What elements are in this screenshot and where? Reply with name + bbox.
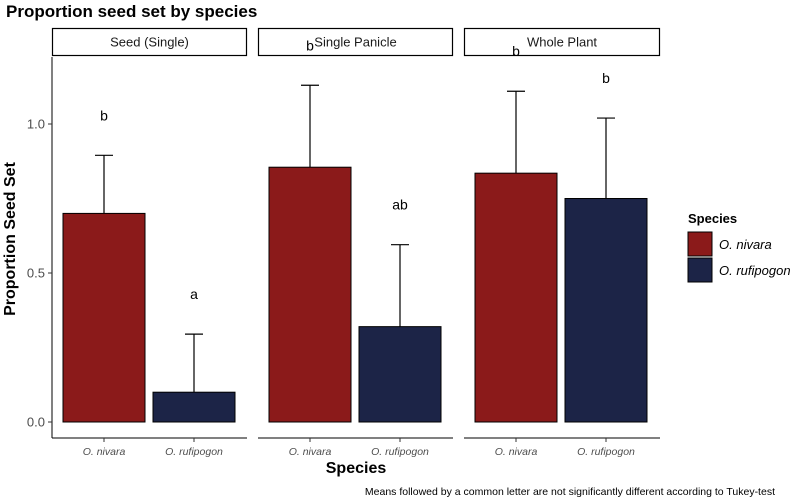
x-tick-label: O. rufipogon: [371, 446, 429, 458]
bar: [564, 198, 648, 423]
caption: Means followed by a common letter are no…: [365, 486, 775, 498]
facet-label: Seed (Single): [110, 35, 189, 50]
bar: [358, 326, 442, 423]
significance-letter: a: [190, 286, 198, 302]
significance-letter: b: [306, 37, 314, 53]
bar: [152, 391, 236, 423]
y-tick-label: 0.5: [27, 266, 45, 281]
significance-letter: b: [512, 43, 520, 59]
legend-swatch: [687, 231, 713, 257]
chart-title: Proportion seed set by species: [6, 2, 257, 21]
facet-strip: [51, 27, 248, 57]
facet-label: Whole Plant: [527, 35, 597, 50]
bar: [268, 166, 352, 423]
x-tick-label: O. nivara: [83, 446, 126, 458]
facet-label: Single Panicle: [314, 35, 396, 50]
legend-label: O. nivara: [719, 237, 772, 252]
x-tick-label: O. nivara: [495, 446, 538, 458]
legend: Species O. nivara O. rufipogon: [687, 211, 791, 283]
significance-letter: b: [602, 70, 610, 86]
y-tick-label: 1.0: [27, 117, 45, 132]
x-tick-label: O. rufipogon: [165, 446, 223, 458]
x-tick-label: O. nivara: [289, 446, 332, 458]
significance-letter: b: [100, 107, 108, 123]
y-tick-label: 0.0: [27, 415, 45, 430]
bar: [62, 212, 146, 423]
plot-area: 0.0 0.5 1.0 Seed (Single) O. nivara b O. rufip…: [27, 27, 661, 458]
y-axis-title: Proportion Seed Set: [2, 161, 19, 315]
bar: [474, 172, 558, 423]
legend-swatch: [687, 257, 713, 283]
legend-title: Species: [688, 211, 737, 226]
x-tick-label: O. rufipogon: [577, 446, 635, 458]
x-axis-title: Species: [326, 460, 387, 477]
facet-strip: [257, 27, 454, 57]
facet-strip: [463, 27, 661, 57]
significance-letter: ab: [392, 197, 408, 213]
legend-label: O. rufipogon: [719, 263, 791, 278]
